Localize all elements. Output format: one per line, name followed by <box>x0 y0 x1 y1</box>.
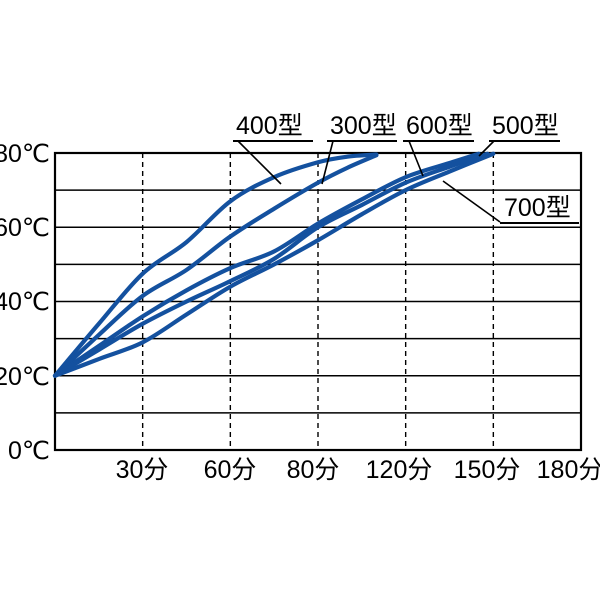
leader-line-300 <box>321 140 334 185</box>
x-tick-30min: 30分 <box>116 456 169 484</box>
series-label-600: 600型 <box>406 112 473 140</box>
y-tick-0c: 0℃ <box>8 437 50 465</box>
y-tick-60c: 60℃ <box>0 214 50 242</box>
series-callout-700: 700型 <box>442 180 579 224</box>
curve-500型 <box>52 151 490 378</box>
y-tick-80c: 80℃ <box>0 140 50 168</box>
plot-border <box>53 151 583 452</box>
curve-400型 <box>52 152 379 378</box>
curve-600型 <box>52 151 481 378</box>
leader-line-600 <box>408 140 424 177</box>
series-label-400: 400型 <box>236 112 303 140</box>
x-tick-120min: 120分 <box>366 456 433 484</box>
x-tick-180min: 180分 <box>537 456 600 484</box>
series-label-500: 500型 <box>492 112 559 140</box>
series-label-700: 700型 <box>504 194 571 222</box>
leader-line-700 <box>442 180 501 223</box>
leader-line-500 <box>478 140 495 157</box>
x-tick-80min: 80分 <box>287 456 340 484</box>
curve-300型 <box>52 153 379 378</box>
series-callout-500: 500型 <box>478 112 560 157</box>
series-callout-300: 300型 <box>321 112 397 185</box>
y-tick-40c: 40℃ <box>0 288 50 316</box>
x-tick-60min: 60分 <box>204 456 257 484</box>
leader-line-400 <box>237 140 282 185</box>
y-tick-20c: 20℃ <box>0 363 50 391</box>
curve-700型 <box>52 151 496 378</box>
curve-lines <box>52 151 496 378</box>
series-callout-400: 400型 <box>233 112 313 185</box>
x-tick-150min: 150分 <box>454 456 521 484</box>
series-callout-600: 600型 <box>403 112 474 177</box>
series-label-300: 300型 <box>330 112 397 140</box>
